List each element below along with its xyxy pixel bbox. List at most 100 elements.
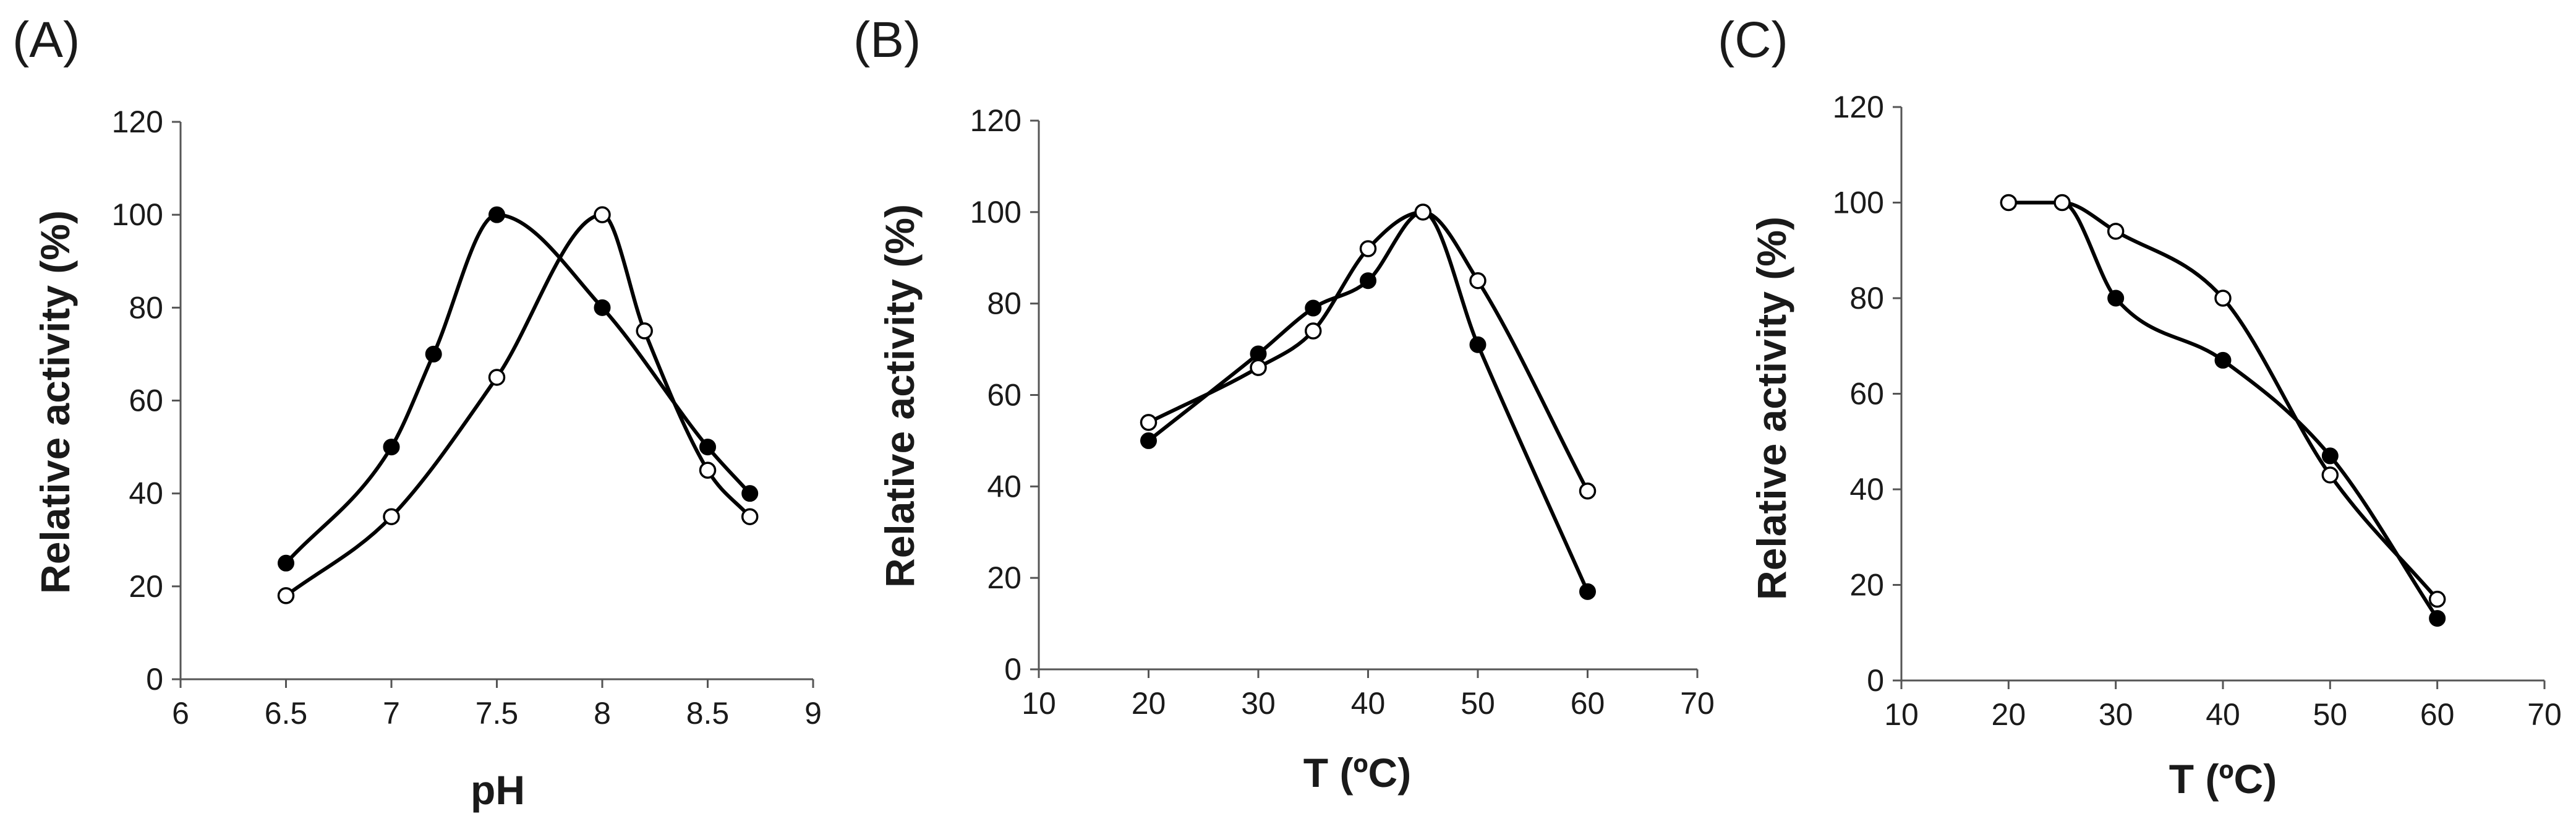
- panel-a-series-open-point: [699, 461, 717, 479]
- panel-a-label: (A): [12, 12, 80, 68]
- panel-a-series-filled-point: [383, 439, 400, 456]
- panel-b-y-tick-label: 100: [970, 195, 1021, 230]
- panel-a-xlabel: pH: [471, 767, 525, 813]
- panel-b-series-filled-point: [1250, 345, 1267, 363]
- panel-a-y-tick-label: 0: [146, 662, 163, 697]
- panel-b-series-open-point: [1305, 322, 1322, 340]
- panel-c-series-open-point: [2054, 194, 2071, 212]
- panel-b-x-tick-label: 40: [1351, 686, 1386, 721]
- panel-a-y-tick-label: 40: [129, 476, 163, 511]
- panel-a-series-open-point: [594, 206, 611, 223]
- panel-b-x-tick-label: 50: [1461, 686, 1495, 721]
- panel-c-xlabel: T (ºC): [2169, 756, 2277, 802]
- panel-b-y-tick-label: 80: [987, 286, 1021, 321]
- panel-c-y-tick-label: 60: [1849, 377, 1884, 411]
- panel-a-series-open-point: [636, 322, 653, 340]
- panel-b-y-tick-label: 40: [987, 469, 1021, 504]
- panel-c-x-tick-label: 40: [2206, 697, 2240, 732]
- panel-b-series-filled-point: [1579, 583, 1596, 600]
- panel-c-y-tick-label: 20: [1849, 568, 1884, 603]
- panel-c-series-open-point: [2428, 590, 2446, 608]
- panel-b-plot: 0 20 40 60 80 100 120 10 20 30 40 50 60 70: [970, 103, 1715, 721]
- panel-a-series-open-line: [284, 213, 751, 598]
- panel-a-x-tick-label: 8: [594, 696, 611, 731]
- panel-c-label: (C): [1718, 12, 1788, 68]
- panel-a-y-tick-label: 80: [129, 290, 163, 325]
- panel-a-x-tick-label: 6: [172, 696, 189, 731]
- panel-b-series-open-point: [1140, 414, 1158, 431]
- panel-b-y-tick-label: 20: [987, 560, 1021, 595]
- panel-a-x-tick-label: 6.5: [265, 696, 308, 731]
- panel-a-series-filled-point: [741, 485, 759, 502]
- panel-b-label: (B): [853, 12, 921, 68]
- panel-c-x-tick-label: 60: [2420, 697, 2455, 732]
- panel-a-series-open-point: [383, 508, 400, 525]
- panel-b-series-open-point: [1579, 482, 1597, 500]
- panel-c: (C) 0 20 40 60 80 100 120 10 20 30 40 50 60 70 T (ºC)…: [1718, 12, 2562, 802]
- panel-a-ylabel: Relative activity (%): [32, 210, 78, 594]
- panel-b-ylabel: Relative activity (%): [877, 204, 923, 588]
- panel-a-y-tick-label: 20: [129, 569, 163, 604]
- panel-c-series-filled-point: [2321, 447, 2339, 465]
- panel-b-series-filled-line: [1147, 210, 1590, 593]
- panel-b-series-open-point: [1359, 240, 1377, 257]
- panel-b-x-tick-label: 10: [1021, 686, 1056, 721]
- panel-c-y-tick-label: 120: [1833, 90, 1884, 124]
- panel-c-y-tick-label: 40: [1849, 472, 1884, 507]
- panel-a-series-filled-line: [284, 213, 751, 565]
- panel-a-series-open-point: [277, 587, 295, 604]
- panel-c-series-open-point: [2000, 194, 2018, 212]
- panel-b-y-tick-label: 0: [1004, 652, 1021, 687]
- panel-b-x-tick-label: 30: [1241, 686, 1276, 721]
- panel-a-series-filled-point: [488, 206, 505, 223]
- panel-c-x-tick-label: 10: [1884, 697, 1919, 732]
- panel-c-ylabel: Relative activity (%): [1749, 217, 1794, 600]
- panel-b-y-tick-label: 60: [987, 378, 1021, 413]
- panel-c-x-tick-label: 70: [2527, 697, 2562, 732]
- panel-b-x-tick-label: 70: [1680, 686, 1715, 721]
- panel-a-x-tick-label: 9: [804, 696, 822, 731]
- panel-a-series-filled-point: [278, 554, 294, 572]
- panel-a-y-tick-label: 100: [112, 197, 163, 232]
- panel-c-y-tick-label: 0: [1867, 663, 1884, 698]
- panel-c-series-open-line: [2008, 200, 2439, 601]
- panel-b-series-filled-point: [1360, 272, 1376, 290]
- panel-a-y-tick-label: 60: [129, 384, 163, 418]
- panel-a-plot: 0 20 40 60 80 100 120 6 6.5 7 7.5 8 8.5 9: [112, 105, 822, 731]
- panel-c-series-filled-point: [2429, 610, 2446, 627]
- panel-c-plot: 0 20 40 60 80 100 120 10 20 30 40 50 60 70: [1833, 90, 2562, 732]
- panel-c-series-open-point: [2214, 290, 2232, 307]
- panel-c-series-filled-point: [2107, 290, 2125, 307]
- panel-b-y-tick-label: 120: [970, 103, 1021, 138]
- panel-a-x-tick-label: 7: [383, 696, 400, 731]
- panel-b-x-tick-label: 60: [1571, 686, 1605, 721]
- panel-a-series-filled-point: [699, 439, 716, 456]
- panel-c-series-filled-point: [2214, 351, 2232, 369]
- panel-a-series-filled-point: [425, 345, 442, 363]
- panel-c-series-filled-line: [2008, 200, 2439, 620]
- panel-b-series-filled-point: [1469, 336, 1486, 353]
- panel-a-y-tick-label: 120: [112, 105, 163, 139]
- panel-c-x-tick-label: 30: [2099, 697, 2133, 732]
- panel-b-xlabel: T (ºC): [1303, 750, 1411, 796]
- panel-c-series-open-point: [2107, 223, 2125, 240]
- panel-a-x-tick-label: 7.5: [476, 696, 519, 731]
- panel-a-series-open-point: [741, 508, 759, 525]
- panel-c-y-tick-label: 100: [1833, 186, 1884, 220]
- panel-a-series-filled-point: [594, 299, 611, 316]
- panel-c-x-tick-label: 50: [2313, 697, 2348, 732]
- panel-b-series-open-point: [1414, 204, 1431, 221]
- panel-b-series-open-point: [1469, 272, 1486, 290]
- panel-a-x-tick-label: 8.5: [686, 696, 730, 731]
- panel-b-series-filled-point: [1140, 432, 1157, 449]
- panel-c-x-tick-label: 20: [1992, 697, 2026, 732]
- panel-b-series-open-point: [1250, 359, 1267, 376]
- panel-c-y-tick-label: 80: [1849, 281, 1884, 315]
- panel-b: (B) 0 20 40 60 80 100 120 10 20 30 40 50 60 70 T (ºC)…: [853, 12, 1715, 796]
- panel-b-x-tick-label: 20: [1132, 686, 1166, 721]
- panel-b-series-filled-point: [1305, 299, 1322, 317]
- panel-c-series-open-point: [2321, 466, 2339, 484]
- panel-a-series-open-point: [488, 369, 506, 386]
- panel-a: (A) 0 20 40 60 80 100 120 6 6.5 7 7.5 8 8.5 9 pH Rela…: [12, 12, 822, 813]
